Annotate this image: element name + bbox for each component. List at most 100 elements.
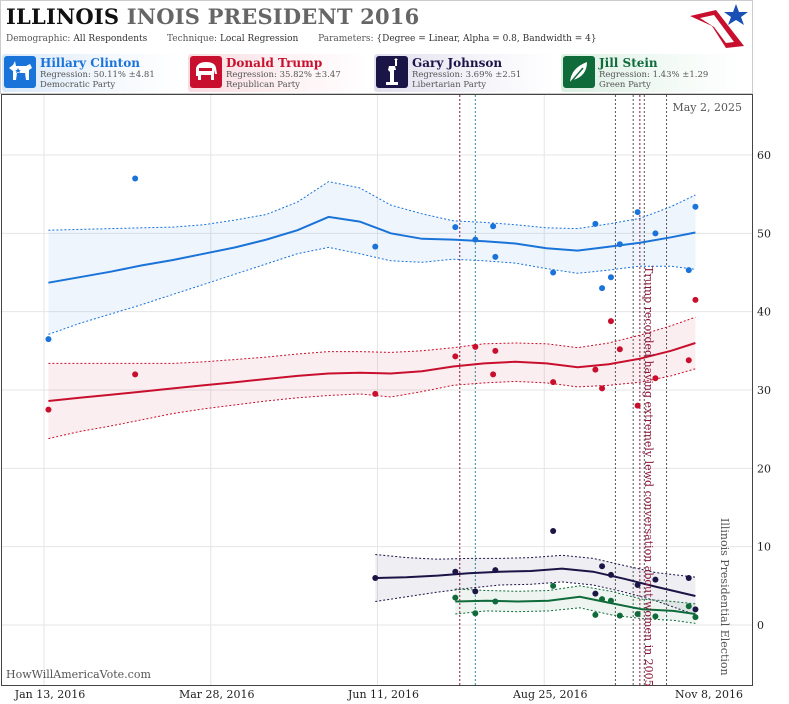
poll-point: [372, 575, 379, 581]
trend-line: [48, 342, 696, 402]
site-logo-icon: [690, 4, 748, 48]
candidate-party: Democratic Party: [40, 80, 116, 90]
poll-point: [652, 613, 659, 620]
candidate-name: Jill Stein: [599, 56, 658, 70]
candidate-regression: Regression: 35.82% ±3.47: [226, 70, 341, 80]
poll-point: [132, 371, 139, 378]
y-tick-label: 40: [757, 306, 771, 319]
leaf-icon: [563, 56, 595, 88]
demographic-label: Demographic:: [6, 34, 71, 44]
poll-point: [652, 576, 659, 583]
poll-point: [685, 267, 692, 274]
poll-point: [492, 598, 499, 605]
x-tick-label: Jun 11, 2016: [347, 688, 419, 701]
poll-point: [616, 241, 623, 248]
candidate-regression: Regression: 50.11% ±4.81: [40, 70, 155, 80]
poll-point: [634, 209, 641, 216]
poll-point: [550, 269, 557, 276]
y-tick-label: 0: [757, 619, 764, 632]
trend-line: [375, 567, 696, 597]
poll-point: [372, 390, 379, 397]
poll-point: [45, 336, 52, 343]
lower-bound-line: [455, 607, 696, 624]
technique-value: Local Regression: [219, 34, 299, 44]
poll-point: [692, 203, 699, 210]
title-state: ILLINOIS: [6, 4, 120, 29]
donkey-icon: [4, 56, 36, 88]
poll-point: [472, 343, 479, 350]
poll-point: [692, 296, 699, 303]
poll-point: [607, 571, 614, 578]
poll-point: [634, 402, 641, 409]
poll-point: [132, 175, 139, 182]
candidate-party: Republican Party: [226, 80, 300, 90]
poll-point: [452, 224, 459, 231]
poll-point: [599, 385, 606, 392]
y-tick-label: 30: [757, 384, 771, 397]
poll-point: [550, 582, 557, 589]
elephant-icon: [190, 56, 222, 88]
annotation-label: Illinois Presidential Election: [718, 518, 731, 676]
y-tick-label: 10: [757, 541, 771, 554]
poll-point: [599, 563, 606, 570]
poll-point: [592, 590, 599, 597]
upper-bound-line: [375, 554, 696, 578]
candidate-card-stein: Jill Stein Regression: 1.43% ±1.29 Green…: [561, 54, 741, 92]
poll-point: [685, 357, 692, 364]
poll-point: [472, 588, 479, 595]
upper-bound-line: [455, 585, 696, 605]
poll-point: [599, 285, 606, 292]
poll-point: [550, 379, 557, 386]
poll-point: [45, 406, 52, 413]
confidence-band: [48, 181, 696, 335]
poll-point: [607, 318, 614, 325]
poll-point: [492, 567, 499, 574]
technique-label: Technique:: [167, 34, 218, 44]
annotation-label: Trump recorded having extremely lewd con…: [642, 266, 655, 687]
candidate-name: Donald Trump: [226, 56, 323, 70]
trend-line: [48, 215, 696, 284]
poll-point: [692, 614, 699, 621]
candidate-name: Gary Johnson: [412, 56, 503, 70]
header-frame: [0, 0, 753, 94]
title-race: INOIS PRESIDENT 2016: [126, 4, 420, 29]
poll-point: [685, 603, 692, 610]
poll-point: [599, 596, 606, 603]
x-tick-label: Nov 8, 2016: [675, 688, 743, 701]
poll-point: [634, 582, 641, 589]
poll-point: [607, 274, 614, 281]
y-tick-label: 20: [757, 462, 771, 475]
parameters-label: Parameters:: [318, 34, 374, 44]
candidate-card-trump: Donald Trump Regression: 35.82% ±3.47 Re…: [188, 54, 368, 92]
poll-point: [634, 611, 641, 618]
poll-point: [472, 610, 479, 617]
lower-bound-line: [375, 581, 696, 616]
candidate-regression: Regression: 1.43% ±1.29: [599, 70, 709, 80]
poll-point: [492, 347, 499, 354]
candidate-party: Green Party: [599, 80, 651, 90]
poll-point: [472, 236, 479, 243]
poll-point: [452, 353, 459, 360]
candidate-party: Libertarian Party: [412, 80, 487, 90]
upper-bound-line: [48, 316, 696, 364]
current-date-label: May 2, 2025: [672, 101, 742, 114]
poll-point: [616, 612, 623, 619]
poll-point: [550, 528, 557, 534]
poll-point: [490, 371, 497, 378]
parameters-value: {Degree = Linear, Alpha = 0.8, Bandwidth…: [376, 34, 597, 44]
x-tick-label: Jan 13, 2016: [14, 688, 86, 701]
poll-point: [452, 594, 459, 601]
candidate-card-clinton: Hillary Clinton Regression: 50.11% ±4.81…: [2, 54, 180, 92]
poll-point: [652, 230, 659, 237]
poll-point: [592, 611, 599, 618]
candidate-name: Hillary Clinton: [40, 56, 140, 70]
poll-point: [652, 375, 659, 382]
candidate-regression: Regression: 3.69% ±2.51: [412, 70, 522, 80]
parameters-line: Demographic: All Respondents Technique: …: [6, 34, 597, 44]
liberty-statue-icon: [376, 56, 408, 88]
poll-point: [452, 568, 459, 575]
watermark: HowWillAmericaVote.com: [6, 668, 151, 681]
demographic-value: All Respondents: [73, 34, 148, 44]
